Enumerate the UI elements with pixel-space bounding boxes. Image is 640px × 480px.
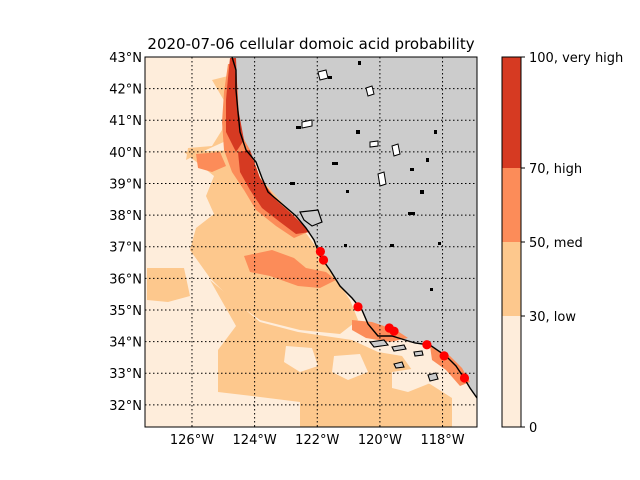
observation-site-marker <box>439 351 449 361</box>
coastline <box>231 57 477 399</box>
colorbar-tick-label: 50, med <box>529 236 583 251</box>
lat-tick-label: 41°N <box>109 114 142 129</box>
observation-site-marker <box>318 255 329 265</box>
lat-tick-label: 43°N <box>109 51 142 66</box>
lake-dot <box>332 162 338 165</box>
very-high-zone-central <box>238 150 310 234</box>
observation-site-marker <box>315 246 325 257</box>
lake-dot <box>328 76 332 79</box>
lake-dot <box>438 242 441 245</box>
map-title: 2020-07-06 cellular domoic acid probabil… <box>147 35 474 53</box>
lat-tick-label: 32°N <box>109 399 142 414</box>
lon-tick-label: 118°W <box>420 433 464 448</box>
colorbar-tick-label: 70, high <box>529 162 582 177</box>
latitude-labels: 43°N 42°N 41°N 40°N 39°N 38°N 37°N 36°N 35°N 34°N… <box>109 51 142 414</box>
med-zone-north <box>186 76 234 160</box>
lake-1 <box>317 69 329 81</box>
lake-dot <box>434 130 437 134</box>
lat-tick-label: 33°N <box>109 367 142 382</box>
island-4 <box>427 372 439 382</box>
map-panel <box>145 57 477 427</box>
lake-3 <box>391 143 401 157</box>
high-zone-offshore <box>196 152 226 172</box>
lake-4 <box>377 171 387 187</box>
lake-dot <box>346 190 349 193</box>
channel-islands <box>368 339 439 382</box>
longitude-labels: 126°W 124°W 122°W 120°W 118°W <box>170 433 465 448</box>
colorbar-tick-label: 0 <box>529 421 537 436</box>
lon-tick-label: 120°W <box>358 433 402 448</box>
lat-tick-label: 39°N <box>109 177 142 192</box>
lat-tick-label: 38°N <box>109 209 142 224</box>
lake-dot <box>430 288 433 291</box>
lat-tick-label: 42°N <box>109 83 142 98</box>
graticule <box>145 57 477 427</box>
lake-6 <box>301 119 313 129</box>
lake-dot <box>420 190 424 194</box>
low-patch-3 <box>392 368 428 392</box>
lat-tick-label: 36°N <box>109 272 142 287</box>
observation-sites <box>315 246 470 383</box>
med-zone-south <box>300 378 452 427</box>
land-area <box>232 57 477 398</box>
island-3 <box>393 361 405 369</box>
lat-tick-label: 40°N <box>109 146 142 161</box>
lake-dot <box>408 212 415 215</box>
colorbar-tick-label: 30, low <box>529 310 576 325</box>
lon-tick-label: 122°W <box>295 433 339 448</box>
inland-lakes <box>301 69 401 187</box>
lake-dot <box>356 130 360 134</box>
observation-site-marker <box>353 302 363 312</box>
observation-site-marker <box>422 340 432 350</box>
lat-tick-label: 37°N <box>109 241 142 256</box>
colorbar-tick-label: 100, very high <box>529 51 623 66</box>
lake-2 <box>365 85 375 97</box>
med-zone-central <box>184 150 358 334</box>
colorbar-bands <box>502 57 521 427</box>
lake-dot <box>344 244 347 247</box>
low-patch-1 <box>284 346 318 372</box>
med-zone-west <box>147 268 190 302</box>
lake-5 <box>369 140 379 148</box>
colorbar-band <box>502 316 521 427</box>
observation-site-marker <box>459 373 470 383</box>
colorbar-ticks: 0 30, low 50, med 70, high 100, very high <box>521 51 623 436</box>
med-zone-gulf <box>210 280 412 408</box>
island-1 <box>368 339 390 348</box>
lon-tick-label: 126°W <box>170 433 214 448</box>
lake-dot <box>390 244 394 247</box>
lake-dot <box>410 168 414 171</box>
island-5 <box>413 350 424 357</box>
lake-dot <box>296 126 301 129</box>
lake-dot <box>358 61 361 65</box>
colorbar-band <box>502 57 521 168</box>
bay-outline <box>299 209 323 227</box>
lake-dot <box>426 158 429 162</box>
observation-site-marker <box>389 326 399 336</box>
lake-dot <box>290 182 295 185</box>
lon-tick-label: 124°W <box>233 433 277 448</box>
colorbar: 0 30, low 50, med 70, high 100, very high <box>501 51 623 436</box>
colorbar-band <box>502 168 521 242</box>
med-probability-zones <box>147 76 452 427</box>
lat-tick-label: 34°N <box>109 336 142 351</box>
map-frame <box>144 56 478 428</box>
island-2 <box>391 344 407 352</box>
lat-tick-label: 35°N <box>109 304 142 319</box>
inland-lake-dots <box>290 61 441 291</box>
colorbar-band <box>502 242 521 316</box>
